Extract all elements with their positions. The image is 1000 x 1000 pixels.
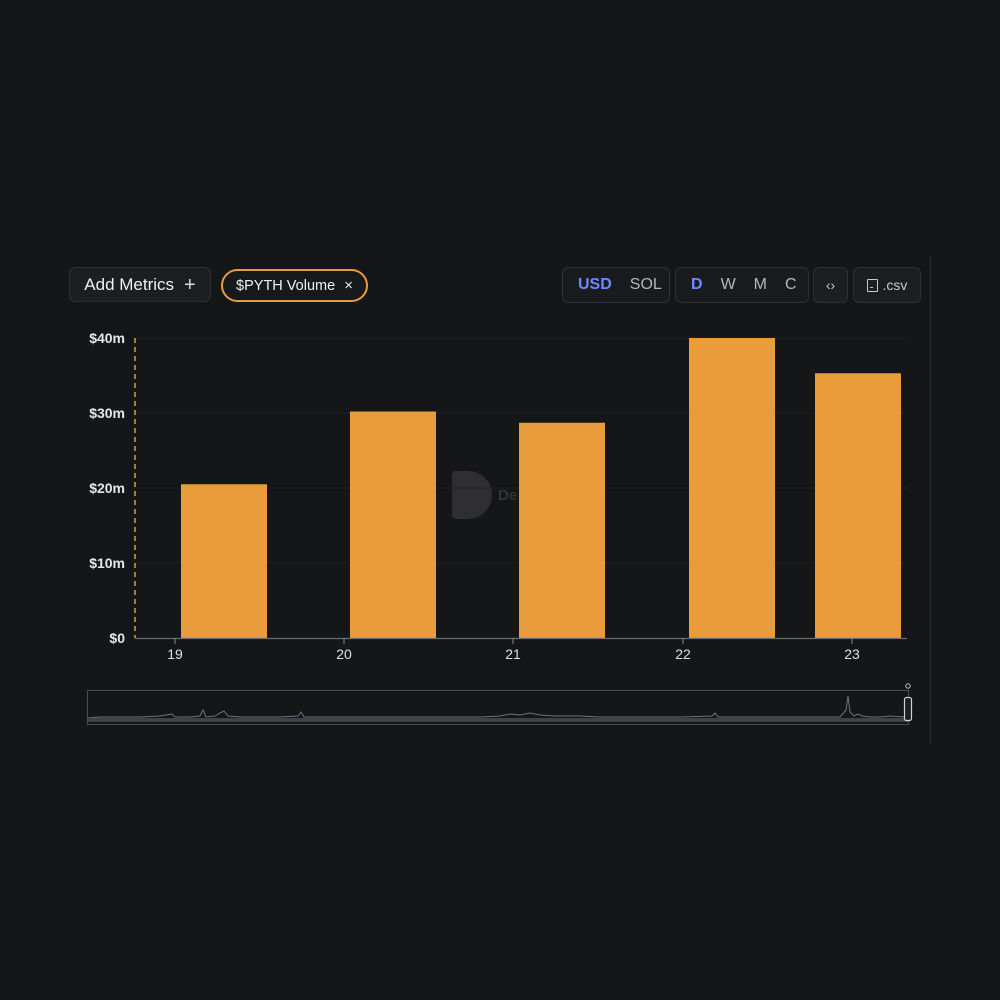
interval-option-w[interactable]: W — [720, 276, 736, 293]
embed-code-button[interactable]: ‹› — [813, 267, 848, 303]
interval-toggle: D W M C — [675, 267, 809, 303]
export-csv-button[interactable]: .csv — [853, 267, 921, 303]
x-tick-label: 23 — [844, 646, 860, 662]
metric-chip[interactable]: $PYTH Volume × — [221, 269, 368, 302]
currency-option-usd[interactable]: USD — [578, 276, 612, 293]
bar-23[interactable] — [815, 373, 901, 638]
y-tick-labels: $0 $10m $20m $30m $40m — [89, 330, 125, 646]
code-icon: ‹› — [825, 277, 836, 293]
bar-21[interactable] — [519, 422, 605, 638]
y-tick-label: $40m — [89, 330, 125, 346]
add-metrics-button[interactable]: Add Metrics + — [69, 267, 211, 302]
bar-22[interactable] — [689, 338, 775, 638]
gridlines — [135, 337, 907, 564]
y-tick-label: $20m — [89, 480, 125, 496]
add-metrics-label: Add Metrics — [84, 274, 175, 294]
currency-option-sol[interactable]: SOL — [629, 276, 662, 293]
navigator-handle-grip — [905, 683, 911, 689]
y-tick-label: $30m — [89, 405, 125, 421]
watermark-text: De — [498, 486, 518, 504]
watermark-logo-icon — [452, 471, 492, 519]
metric-chip-label: $PYTH Volume — [236, 277, 336, 294]
bar-19[interactable] — [181, 484, 267, 638]
x-tick-labels: 19 20 21 22 23 — [167, 638, 860, 662]
plus-icon: + — [184, 273, 196, 296]
csv-label: .csv — [882, 277, 908, 293]
navigator-frame — [87, 690, 909, 725]
close-icon[interactable]: × — [344, 277, 353, 294]
y-tick-label: $0 — [109, 630, 125, 646]
file-download-icon — [866, 278, 878, 292]
y-tick-label: $10m — [89, 555, 125, 571]
navigator-handle[interactable] — [903, 696, 913, 722]
currency-toggle: USD SOL — [562, 267, 670, 303]
bar-20[interactable] — [350, 411, 436, 639]
watermark-logo: De — [452, 470, 542, 520]
range-navigator[interactable] — [87, 683, 913, 725]
panel-divider — [930, 256, 931, 744]
interval-option-d[interactable]: D — [691, 276, 703, 293]
x-tick-label: 20 — [336, 646, 352, 662]
x-tick-label: 22 — [675, 646, 691, 662]
interval-option-m[interactable]: M — [753, 276, 767, 293]
x-tick-label: 19 — [167, 646, 183, 662]
x-tick-label: 21 — [505, 646, 521, 662]
interval-option-c[interactable]: C — [785, 276, 797, 293]
navigator-sparkline — [87, 695, 907, 719]
